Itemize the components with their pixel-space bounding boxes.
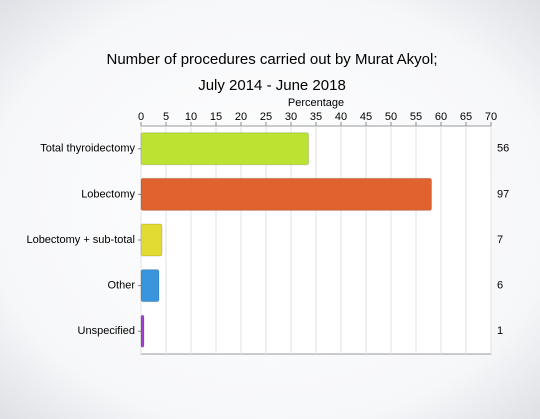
x-tick-label: 5 xyxy=(163,111,169,123)
count-label: 56 xyxy=(497,143,509,155)
chart-title: Number of procedures carried out by Mura… xyxy=(107,51,438,68)
x-tick-label: 50 xyxy=(385,111,397,123)
count-label: 97 xyxy=(497,188,509,200)
x-tick-label: 65 xyxy=(460,111,472,123)
bar xyxy=(140,132,309,166)
y-tick-label: Total thyroidectomy xyxy=(40,143,135,155)
y-tick-label: Unspecified xyxy=(78,325,135,337)
count-label: 7 xyxy=(497,234,503,246)
bar xyxy=(140,223,163,257)
x-tick-label: 60 xyxy=(435,111,447,123)
x-axis-label: Percentage xyxy=(288,97,344,109)
x-tick-label: 70 xyxy=(485,111,497,123)
x-tick-label: 35 xyxy=(310,111,322,123)
x-tick-label: 20 xyxy=(235,111,247,123)
x-tick-label: 10 xyxy=(185,111,197,123)
y-tick-label: Lobectomy + sub-total xyxy=(26,234,135,246)
x-tick-label: 25 xyxy=(260,111,272,123)
x-tick-label: 30 xyxy=(285,111,297,123)
count-label: 6 xyxy=(497,280,503,292)
x-tick-label: 15 xyxy=(210,111,222,123)
x-tick-label: 55 xyxy=(410,111,422,123)
bar xyxy=(140,314,145,348)
x-tick-label: 0 xyxy=(138,111,144,123)
y-tick-label: Lobectomy xyxy=(81,188,135,200)
bar xyxy=(140,269,160,303)
y-tick-label: Other xyxy=(107,280,135,292)
count-label: 1 xyxy=(497,325,503,337)
x-tick-label: 40 xyxy=(335,111,347,123)
chart-subtitle: July 2014 - June 2018 xyxy=(198,77,346,94)
x-tick-label: 45 xyxy=(360,111,372,123)
bar xyxy=(140,177,432,211)
